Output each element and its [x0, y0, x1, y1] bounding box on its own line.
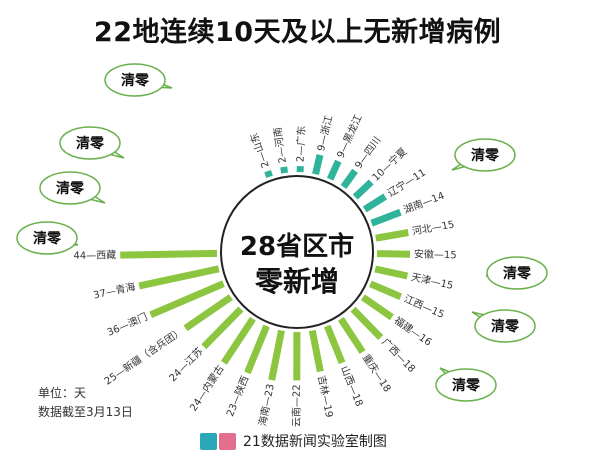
bar-label-山东: 2—山东	[247, 131, 272, 170]
cleared-bubble-山西: 清零	[451, 138, 516, 172]
bar-label-陕西: 23—陕西	[223, 374, 251, 418]
center-label-line1: 28省区市	[239, 232, 355, 262]
bar-label-云南: 云南—22	[290, 384, 303, 427]
bar-label-山西: 山西—18	[338, 364, 365, 408]
bar-label-广西: 广西—18	[379, 336, 417, 375]
cleared-bubble-安徽: 清零	[435, 367, 497, 402]
bar-安徽	[376, 250, 411, 258]
footer: 21数据新闻实验室制图	[200, 430, 387, 452]
svg-text:清零: 清零	[56, 180, 85, 197]
cleared-bubble-青海: 清零	[39, 171, 106, 205]
bar-新疆含兵团	[183, 294, 233, 332]
center-label-line2: 零新增	[254, 265, 339, 298]
bar-吉林	[308, 329, 324, 373]
bar-label-天津: 天津—15	[410, 271, 454, 292]
svg-text:清零: 清零	[33, 230, 62, 247]
bar-江西	[369, 280, 403, 301]
bar-陕西	[244, 324, 270, 375]
svg-text:清零: 清零	[452, 377, 481, 394]
bar-山东	[264, 170, 273, 178]
bar-label-江西: 江西—15	[402, 293, 446, 321]
bar-label-西藏: 44—西藏	[73, 249, 116, 262]
bar-label-海南: 海南—23	[256, 383, 277, 427]
bar-福建	[360, 294, 394, 321]
bar-青海	[138, 265, 220, 290]
bar-label-湖南: 湖南—14	[402, 189, 447, 217]
footer-credit: 21数据新闻实验室制图	[243, 434, 387, 450]
bar-山西	[323, 324, 346, 365]
unit-note: 单位：天	[38, 386, 87, 400]
cleared-bubble-新疆含兵团: 清零	[104, 63, 173, 97]
svg-text:清零: 清零	[491, 318, 520, 335]
bar-西藏	[120, 249, 218, 259]
bar-四川	[340, 168, 358, 189]
svg-text:清零: 清零	[76, 135, 105, 152]
bar-河南	[280, 166, 289, 174]
bar-宁夏	[352, 179, 374, 200]
bar-label-安徽: 安徽—15	[414, 247, 457, 261]
bar-label-黑龙江: 9—黑龙江	[334, 112, 365, 160]
svg-text:清零: 清零	[503, 265, 532, 282]
bar-label-河南: 2—河南	[271, 126, 289, 164]
21-logo-icon	[200, 432, 243, 450]
bar-重庆	[337, 316, 366, 354]
cleared-bubble-江西: 清零	[471, 309, 536, 343]
cleared-bubble-福建: 清零	[485, 256, 548, 290]
as-of-note: 数据截至3月13日	[38, 405, 133, 419]
bar-浙江	[312, 154, 324, 175]
svg-text:清零: 清零	[121, 72, 150, 89]
bar-label-浙江: 9—浙江	[315, 114, 335, 152]
center-circle	[220, 175, 374, 329]
chart-title: 22地连续10天及以上无新增病例	[93, 17, 502, 48]
bar-湖南	[370, 208, 402, 227]
bar-label-澳门: 36—澳门	[105, 310, 149, 339]
bar-label-重庆: 重庆—18	[360, 351, 394, 394]
bar-辽宁	[362, 193, 388, 213]
bar-河北	[375, 229, 409, 242]
bar-海南	[268, 329, 285, 381]
bar-label-江苏: 24—江苏	[166, 345, 205, 385]
cleared-bubble-西藏: 清零	[16, 221, 79, 255]
bar-澳门	[149, 280, 225, 319]
bar-label-吉林: 吉林—19	[315, 374, 336, 418]
bar-label-四川: 9—四川	[353, 135, 383, 171]
bar-内蒙古	[220, 316, 256, 365]
bar-江苏	[201, 306, 244, 350]
bar-label-河北: 河北—15	[411, 218, 455, 237]
bar-label-广东: 2—广东	[294, 125, 308, 162]
bar-广西	[350, 306, 384, 340]
bar-label-内蒙古: 24—内蒙古	[187, 362, 227, 413]
bar-label-青海: 37—青海	[92, 280, 137, 302]
bar-label-福建: 福建—16	[392, 314, 435, 349]
svg-text:清零: 清零	[471, 147, 500, 164]
bar-黑龙江	[326, 159, 342, 181]
bar-天津	[374, 265, 409, 280]
cleared-bubble-澳门: 清零	[59, 126, 125, 160]
